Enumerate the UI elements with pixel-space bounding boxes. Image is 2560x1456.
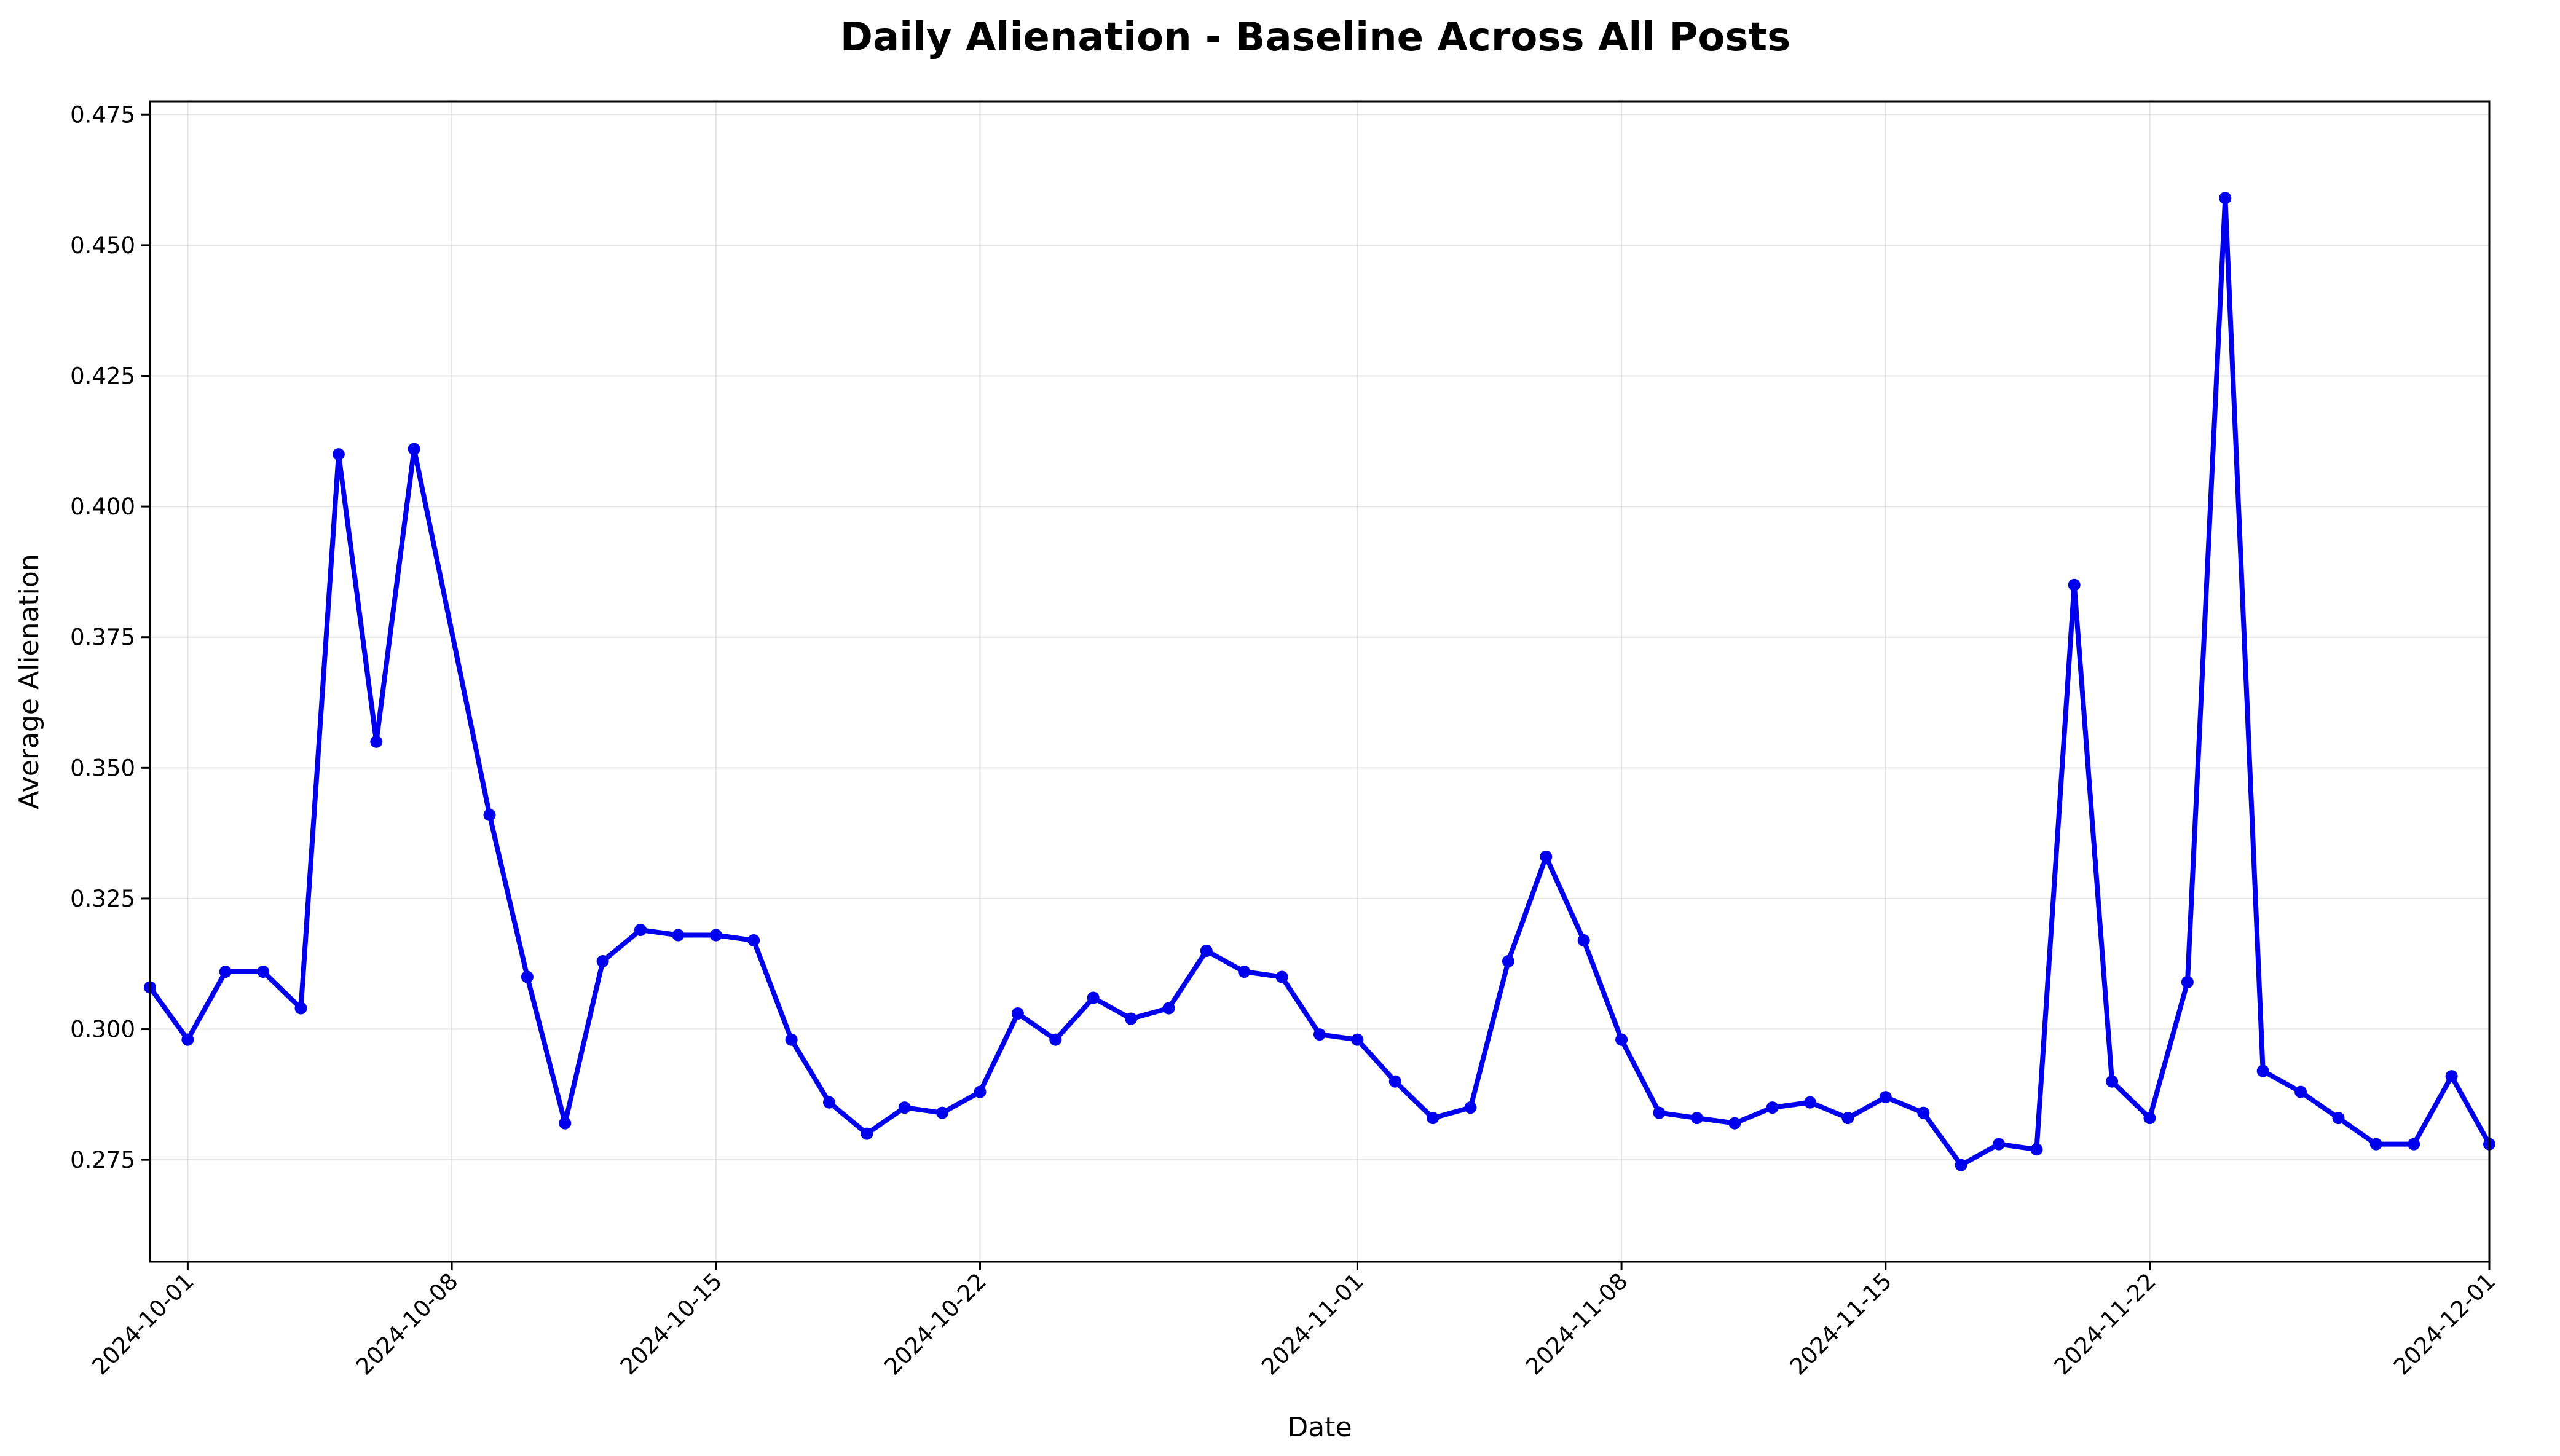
data-point [1502, 955, 1514, 967]
data-point [2181, 976, 2194, 988]
data-point [596, 955, 609, 967]
data-point [1766, 1101, 1779, 1114]
data-point [1011, 1007, 1024, 1020]
data-point [559, 1117, 572, 1130]
data-point [861, 1127, 873, 1140]
y-tick-label: 0.325 [70, 886, 135, 912]
data-point [672, 929, 685, 942]
y-tick-label: 0.450 [70, 232, 135, 259]
data-point [332, 448, 345, 461]
x-axis-label: Date [1287, 1412, 1352, 1443]
data-point [974, 1085, 987, 1098]
data-point [1238, 966, 1251, 978]
data-point [1087, 991, 1100, 1004]
data-point [370, 735, 383, 748]
data-point [1162, 1002, 1175, 1015]
data-point [521, 970, 534, 983]
data-point [1728, 1117, 1741, 1130]
data-point [2256, 1064, 2269, 1077]
y-tick-label: 0.375 [70, 624, 135, 651]
y-tick-label: 0.300 [70, 1017, 135, 1043]
data-point [1540, 850, 1553, 863]
y-axis-label: Average Alienation [14, 554, 45, 809]
data-point [2445, 1070, 2458, 1083]
data-point [1615, 1033, 1628, 1046]
data-point [1993, 1138, 2005, 1151]
data-point [2294, 1085, 2307, 1098]
data-point [1804, 1096, 1816, 1109]
data-point [181, 1033, 194, 1046]
data-point [1351, 1033, 1364, 1046]
y-tick-label: 0.275 [70, 1147, 135, 1173]
data-point [2408, 1138, 2420, 1151]
y-tick-label: 0.350 [70, 755, 135, 781]
plot-frame [149, 100, 2491, 1263]
y-tick-label: 0.475 [70, 101, 135, 128]
data-point [1955, 1159, 1967, 1171]
data-point [1125, 1012, 1138, 1025]
data-point [408, 443, 420, 455]
chart-title: Daily Alienation - Baseline Across All P… [840, 15, 1790, 60]
data-point [1388, 1075, 1401, 1088]
data-point [1049, 1033, 1062, 1046]
data-point [2219, 192, 2232, 205]
data-point [483, 808, 496, 821]
data-point [2369, 1138, 2382, 1151]
data-point [898, 1101, 911, 1114]
data-point [747, 934, 760, 946]
data-point [1200, 945, 1213, 957]
data-point [294, 1002, 307, 1015]
data-point [1690, 1112, 1703, 1125]
data-point [1841, 1112, 1854, 1125]
data-point [2332, 1112, 2345, 1125]
data-point [2106, 1075, 2119, 1088]
data-point [2143, 1112, 2156, 1125]
data-point [1917, 1106, 1930, 1119]
series-layer [144, 192, 2495, 1171]
data-point [219, 966, 232, 978]
data-point [709, 929, 722, 942]
data-point [1653, 1106, 1666, 1119]
series-line [148, 195, 2492, 1168]
data-point [2030, 1143, 2043, 1156]
y-tick-label: 0.425 [70, 363, 135, 389]
data-point [257, 966, 270, 978]
data-point [1275, 970, 1288, 983]
data-point [823, 1096, 835, 1109]
data-point [785, 1033, 798, 1046]
data-point [1879, 1091, 1892, 1104]
data-point [936, 1106, 949, 1119]
data-point [1313, 1028, 1326, 1041]
data-point [1427, 1112, 1440, 1125]
data-point [1464, 1101, 1477, 1114]
data-point [2068, 578, 2081, 591]
data-point [1577, 934, 1590, 946]
data-point [634, 924, 647, 936]
y-tick-label: 0.400 [70, 494, 135, 520]
